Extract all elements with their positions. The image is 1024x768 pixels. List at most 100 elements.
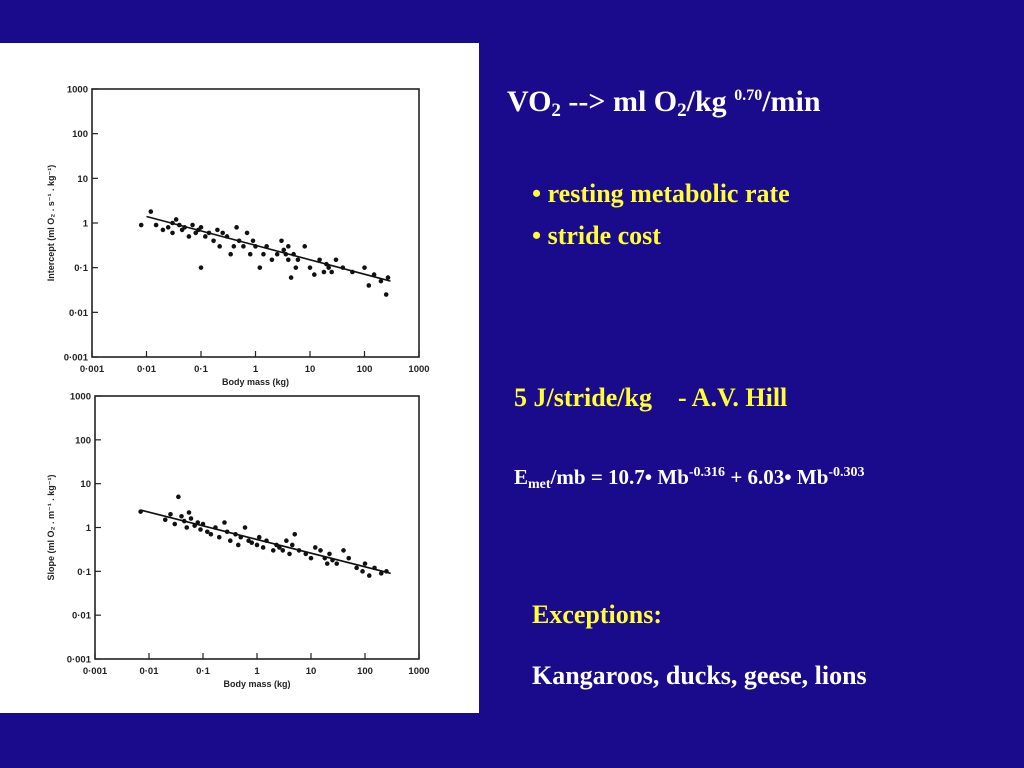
chart2-data-point [360, 569, 365, 574]
chart2-data-point [346, 555, 352, 561]
chart1-data-point [295, 257, 301, 263]
chart1-data-point [241, 244, 246, 249]
hill-statement: 5 J/stride/kg - A.V. Hill [514, 383, 787, 413]
chart1-data-point [317, 257, 322, 263]
chart1-data-point [291, 251, 296, 257]
scatter-plots: 0·001 0·01 0·1 1 10 100 10000·0010·010·1110100… [46, 85, 430, 690]
chart1-data-point [264, 244, 269, 249]
chart1-y-tick-label: 100 [72, 129, 88, 140]
chart1-data-point [170, 220, 175, 226]
chart1-data-point [198, 225, 204, 230]
chart1-data-point [286, 257, 291, 263]
chart2-data-point [222, 520, 227, 525]
chart1-x-tick-label: 10 [305, 364, 316, 375]
hill-attribution: - A.V. Hill [677, 383, 788, 412]
chart2-y-tick-label: 0·01 [72, 611, 92, 622]
chart2-data-point [322, 555, 328, 561]
chart2-data-point [362, 561, 368, 566]
exceptions-list: Kangaroos, ducks, geese, lions [532, 661, 867, 690]
chart1-data-point [250, 238, 256, 244]
chart1-data-point [350, 269, 355, 275]
chart1-data-point [286, 244, 291, 249]
chart1-x-tick-label: 0·01 [137, 364, 157, 375]
chart1-data-point [186, 234, 192, 239]
chart2-data-point [179, 514, 184, 519]
chart2-data-point [186, 510, 192, 515]
chart2-data-point [208, 531, 214, 537]
chart2-data-point [277, 545, 282, 550]
chart1-data-point [283, 251, 289, 257]
chart2-data-point [176, 494, 181, 500]
chart1-data-point [383, 292, 389, 297]
chart2-x-tick-label: 1000 [408, 666, 429, 677]
chart1-data-point [231, 244, 237, 249]
chart1-data-point [269, 257, 275, 263]
exceptions-title: Exceptions: [532, 600, 662, 629]
chart1-x-tick-label: 0·001 [80, 364, 105, 375]
chart1-data-point [385, 275, 391, 280]
chart2-data-point [233, 531, 238, 537]
chart2-data-point [270, 548, 276, 553]
chart1-x-tick-label: 1000 [408, 364, 429, 375]
chart1-data-point [198, 265, 204, 270]
chart2-data-point [318, 548, 323, 553]
chart2-data-point [188, 516, 194, 521]
chart2-data-point [280, 548, 286, 553]
chart2-data-point [354, 565, 359, 571]
chart1-data-point [274, 251, 280, 257]
chart2-data-point [372, 565, 377, 571]
figure-panel: 0·001 0·01 0·1 1 10 100 1000 0·001 0·01 0·1 1 10 100… [0, 43, 479, 713]
chart1-data-point [329, 269, 334, 275]
chart1-y-tick-label: 0·01 [69, 308, 89, 319]
chart1-data-point [333, 257, 339, 263]
chart1-data-point [302, 244, 308, 249]
chart1-data-point [165, 225, 171, 230]
chart2-x-tick-label: 0·01 [139, 666, 159, 677]
chart2-data-point [256, 534, 262, 540]
chart2-data-point [162, 517, 168, 523]
chart2-data-point [172, 521, 178, 527]
chart2-data-point [249, 540, 255, 546]
chart1-data-point [206, 230, 212, 236]
chart2-frame [94, 395, 420, 660]
chart2-data-point [378, 571, 384, 576]
chart1-data-point [220, 230, 225, 236]
chart2-data-point [184, 525, 190, 530]
chart1-x-tick-label: 100 [357, 364, 373, 375]
chart1-data-point [211, 238, 216, 244]
chart2-data-point [216, 534, 222, 540]
chart1-data-point [261, 251, 266, 257]
chart2-x-axis-label: Body mass (kg) [223, 679, 290, 689]
chart2-data-point [312, 545, 318, 550]
chart1-x-tick-label: 1 [253, 364, 259, 375]
chart1-data-point [236, 238, 242, 244]
chart2-data-point [330, 557, 335, 563]
chart2-data-point [289, 542, 295, 548]
chart1-data-point [378, 278, 384, 284]
chart1-data-point [340, 265, 346, 270]
chart2-y-tick-label: 10 [80, 479, 91, 490]
chart1-data-point [257, 265, 263, 270]
chart1-data-point [281, 247, 287, 253]
chart1-y-tick-label: 1000 [67, 85, 88, 96]
chart1-data-point [293, 265, 299, 270]
chart2-data-point [195, 520, 201, 525]
chart2-x-tick-label: 100 [357, 666, 373, 677]
chart1-data-point [244, 230, 250, 236]
chart1-y-tick-label: 1 [83, 219, 89, 230]
chart2-data-point [238, 534, 244, 540]
chart1-data-point [247, 251, 253, 257]
chart1-data-point [362, 265, 367, 270]
chart1-data-point [203, 234, 208, 239]
chart1-data-point [170, 230, 175, 236]
chart2-data-point [287, 551, 292, 557]
chart2-data-point [303, 551, 309, 557]
chart1-data-point [138, 222, 144, 228]
chart2-data-point [384, 569, 389, 574]
chart1-data-point [307, 265, 313, 270]
chart2-data-point [200, 521, 206, 527]
chart2-y-tick-label: 1000 [70, 392, 91, 403]
chart2-y-tick-label: 0·001 [67, 655, 92, 666]
chart2-data-point [341, 548, 346, 553]
chart2-data-point [204, 529, 210, 535]
